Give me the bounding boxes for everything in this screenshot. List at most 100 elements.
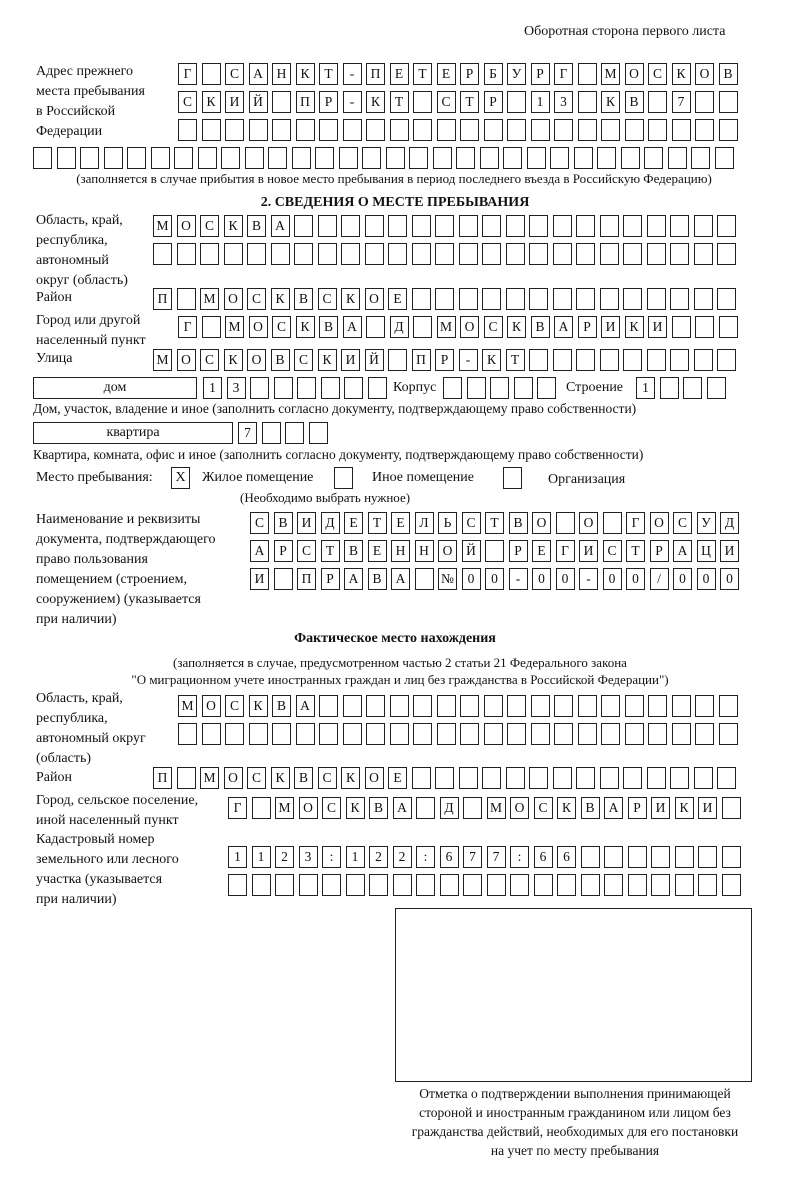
char-cell: [674, 846, 694, 868]
char-cell: Й: [364, 349, 384, 371]
stamp-box: [395, 908, 752, 1082]
char-cell: К: [345, 797, 365, 819]
char-cell: [693, 767, 713, 789]
char-cell: О: [532, 512, 551, 534]
char-cell: [342, 695, 362, 717]
char-cell: 2: [369, 846, 388, 868]
street-label: Улица: [36, 351, 73, 366]
char-cell: [674, 874, 694, 896]
char-cell: -: [342, 91, 362, 113]
char-cell: [648, 91, 667, 113]
char-cell: [623, 215, 642, 237]
caption-line: Отметка о подтверждении выполнения прини…: [419, 1086, 731, 1101]
char-cell: [482, 215, 501, 237]
stay-checkbox-organization[interactable]: [503, 467, 522, 489]
char-cell: [530, 695, 550, 717]
char-cell: [717, 215, 736, 237]
char-cell: [366, 695, 385, 717]
char-cell: А: [342, 316, 362, 338]
char-cell: [623, 243, 642, 265]
char-cell: [580, 846, 600, 868]
char-cell: [458, 215, 478, 237]
cadastral-row-2: [228, 874, 741, 896]
char-cell: В: [369, 797, 388, 819]
char-cell: Г: [178, 316, 197, 338]
char-cell: [718, 316, 738, 338]
char-cell: [695, 316, 714, 338]
char-cell: Й: [248, 91, 268, 113]
char-cell: И: [698, 797, 717, 819]
char-cell: [308, 422, 328, 444]
char-cell: [693, 215, 713, 237]
char-cell: О: [624, 63, 644, 85]
char-cell: [693, 288, 713, 310]
char-cell: С: [317, 767, 337, 789]
char-cell: [456, 147, 475, 169]
char-cell: О: [247, 349, 266, 371]
char-cell: М: [601, 63, 620, 85]
char-cell: [721, 797, 741, 819]
stay-checkbox-other[interactable]: [334, 467, 353, 489]
char-cell: [698, 874, 717, 896]
label-line: Область, край,: [36, 213, 123, 228]
char-cell: К: [317, 349, 337, 371]
char-cell: [261, 422, 281, 444]
char-cell: С: [436, 91, 456, 113]
char-cell: Д: [720, 512, 739, 534]
char-cell: К: [507, 316, 526, 338]
char-cell: [463, 874, 482, 896]
char-cell: [530, 723, 550, 745]
char-cell: 0: [461, 568, 481, 590]
char-cell: В: [624, 91, 644, 113]
char-cell: [364, 215, 384, 237]
char-cell: [389, 723, 409, 745]
char-cell: К: [201, 91, 221, 113]
char-cell: [529, 288, 548, 310]
char-cell: В: [319, 316, 338, 338]
char-cell: [482, 767, 501, 789]
label-line: Область, край,: [36, 691, 123, 706]
label-line: места пребывания: [36, 84, 145, 99]
char-cell: М: [436, 316, 456, 338]
char-cell: В: [273, 512, 293, 534]
char-cell: [272, 119, 291, 141]
char-cell: С: [247, 767, 266, 789]
char-cell: В: [270, 349, 290, 371]
char-cell: [366, 316, 385, 338]
char-cell: [670, 243, 689, 265]
char-cell: И: [341, 349, 360, 371]
char-cell: [248, 723, 268, 745]
char-cell: У: [696, 512, 716, 534]
char-cell: [178, 119, 197, 141]
char-cell: В: [580, 797, 600, 819]
stamp-caption: Отметка о подтверждении выполнения прини…: [395, 1084, 755, 1160]
char-cell: О: [649, 512, 669, 534]
label-line: Федерации: [36, 124, 103, 139]
char-cell: [364, 243, 384, 265]
char-cell: Н: [414, 540, 434, 562]
char-cell: [646, 215, 666, 237]
char-cell: [644, 147, 663, 169]
char-cell: 6: [439, 846, 459, 868]
prev-address-label: Адрес прежнего места пребывания в Россий…: [36, 62, 145, 142]
char-cell: [221, 147, 240, 169]
char-cell: [251, 797, 271, 819]
char-cell: 1: [636, 377, 655, 399]
char-cell: [413, 316, 432, 338]
char-cell: [244, 147, 264, 169]
char-cell: Ь: [438, 512, 457, 534]
char-cell: [507, 723, 526, 745]
char-cell: О: [579, 512, 598, 534]
stay-note: (Необходимо выбрать нужное): [240, 490, 411, 505]
char-cell: М: [275, 797, 294, 819]
char-cell: К: [270, 288, 290, 310]
char-cell: [646, 767, 666, 789]
stay-checkbox-residential[interactable]: X: [171, 467, 190, 489]
char-cell: [646, 243, 666, 265]
char-cell: А: [344, 568, 363, 590]
char-cell: [103, 147, 123, 169]
char-cell: [342, 119, 362, 141]
char-cell: [201, 119, 221, 141]
